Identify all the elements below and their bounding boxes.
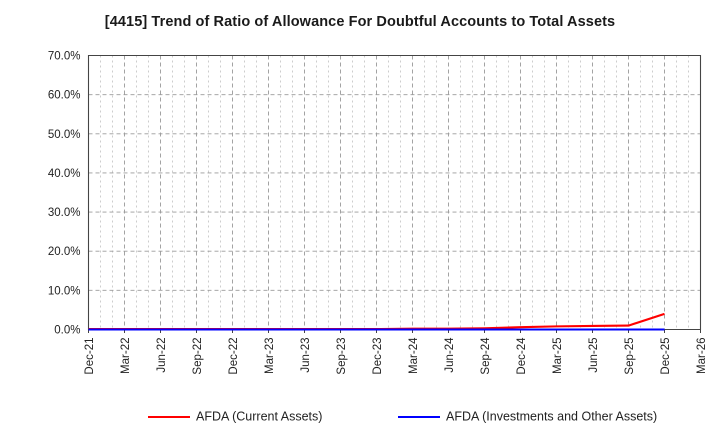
x-axis-tick-label: Dec-21 — [84, 338, 96, 375]
data-series-group — [88, 312, 665, 331]
x-axis-tick-labels: Dec-21 Mar-22 Jun-22 Sep-22 Dec-22 Mar-23 Jun-… — [84, 337, 708, 375]
x-axis-tick-label: Mar-26 — [696, 338, 708, 374]
legend-label: AFDA (Investments and Other Assets) — [446, 409, 657, 423]
x-axis-tick-label: Jun-22 — [156, 338, 168, 373]
chart-title: [4415] Trend of Ratio of Allowance For D… — [104, 14, 616, 30]
x-axis-tick-label: Sep-25 — [624, 338, 636, 375]
x-axis-tick-label: Jun-25 — [588, 338, 600, 373]
y-axis-tick-label: 0.0% — [54, 325, 80, 337]
y-axis-tick-label: 60.0% — [48, 90, 81, 102]
horizontal-gridlines — [88, 55, 701, 291]
y-axis-tick-label: 70.0% — [48, 51, 81, 63]
x-axis-tick-label: Sep-22 — [192, 338, 204, 375]
x-axis-tick-label: Mar-23 — [264, 338, 276, 374]
x-axis-tick-label: Dec-24 — [516, 337, 528, 375]
y-axis-tick-label: 40.0% — [48, 168, 81, 180]
x-axis-tick-label: Mar-25 — [552, 338, 564, 374]
chart-legend: AFDA (Current Assets) AFDA (Investments a… — [148, 409, 657, 423]
x-axis-tick-label: Dec-22 — [228, 338, 240, 375]
x-axis-tick-label: Dec-23 — [372, 338, 384, 375]
plot-axes — [87, 54, 702, 331]
legend-label: AFDA (Current Assets) — [196, 409, 322, 423]
y-axis-tick-label: 10.0% — [48, 285, 81, 297]
x-axis-tick-label: Sep-23 — [336, 338, 348, 375]
x-axis-tick-label: Mar-22 — [120, 338, 132, 374]
x-axis-tick-label: Jun-23 — [300, 338, 312, 373]
x-axis-tick-label: Jun-24 — [444, 337, 456, 373]
y-axis-tick-label: 30.0% — [48, 207, 81, 219]
y-axis-tick-label: 20.0% — [48, 246, 81, 258]
vertical-gridlines — [124, 55, 665, 330]
x-axis-tick-label: Sep-24 — [480, 337, 492, 375]
y-axis-tick-labels: 0.0% 10.0% 20.0% 30.0% 40.0% 50.0% 60.0% 70.0% — [48, 51, 81, 337]
y-axis-tick-label: 50.0% — [48, 129, 81, 141]
x-axis-tick-label: Mar-24 — [408, 337, 420, 374]
x-axis-tick-label: Dec-25 — [660, 338, 672, 375]
minor-gridlines — [100, 55, 689, 330]
